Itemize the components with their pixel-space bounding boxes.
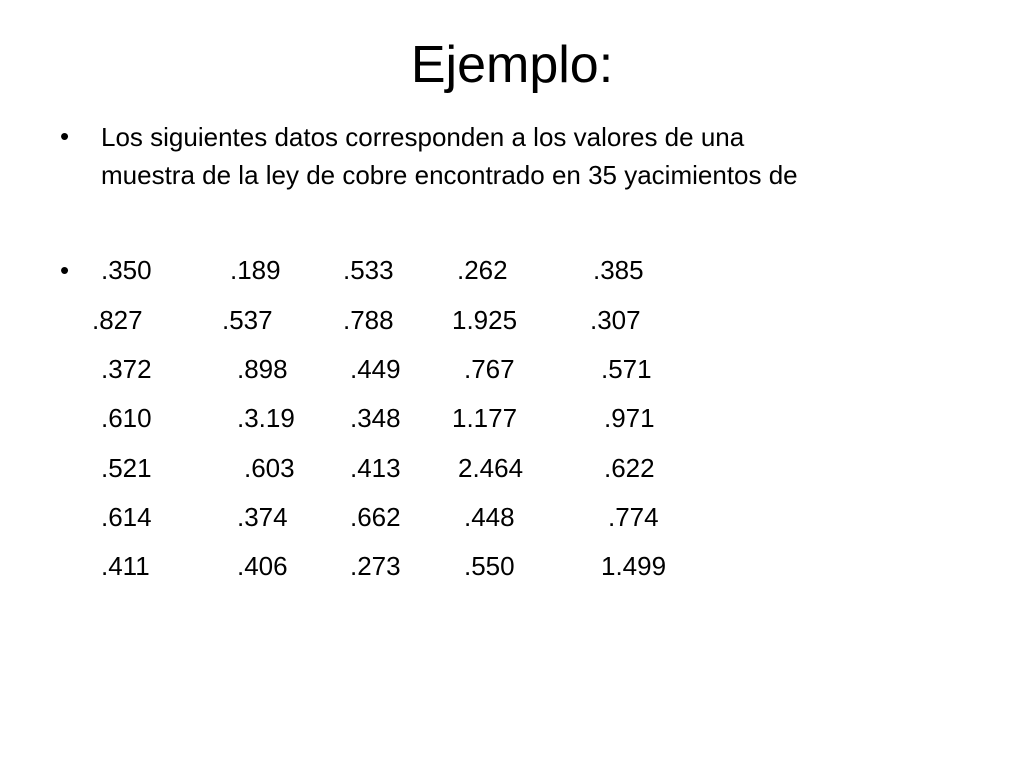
data-value: .767 [464, 354, 515, 384]
data-value: .537 [222, 305, 273, 335]
data-value: .350 [101, 255, 152, 285]
data-value: .533 [343, 255, 394, 285]
data-value: .571 [601, 354, 652, 384]
bullet-dot-1: • [60, 121, 70, 151]
data-value: .788 [343, 305, 394, 335]
data-value: .307 [590, 305, 641, 335]
data-value: .622 [604, 453, 655, 483]
data-value: .614 [101, 502, 152, 532]
data-value: .406 [237, 551, 288, 581]
data-value: .411 [101, 551, 150, 581]
data-value: .774 [608, 502, 659, 532]
data-value: .273 [350, 551, 401, 581]
data-value: .603 [244, 453, 295, 483]
data-value: .189 [230, 255, 281, 285]
data-value: .385 [593, 255, 644, 285]
data-value: .662 [350, 502, 401, 532]
data-value: .610 [101, 403, 152, 433]
data-value: 1.177 [452, 403, 518, 433]
data-value: .262 [457, 255, 508, 285]
data-value: .448 [464, 502, 515, 532]
data-value: 1.499 [601, 551, 667, 581]
data-value: .3.19 [237, 403, 295, 433]
description-paragraph: Los siguientes datos corresponden a los … [101, 122, 798, 190]
data-value: .521 [101, 453, 152, 483]
data-value: .827 [92, 305, 143, 335]
data-value: .550 [464, 551, 515, 581]
bullet-dot-2: • [60, 255, 70, 285]
data-value: .372 [101, 354, 152, 384]
data-value: .413 [350, 453, 401, 483]
data-value: 1.925 [452, 305, 518, 335]
data-value: .971 [604, 403, 655, 433]
data-value: .374 [237, 502, 288, 532]
data-value: 2.464 [458, 453, 524, 483]
data-value: .449 [350, 354, 401, 384]
data-value: .348 [350, 403, 401, 433]
slide-title: Ejemplo: [410, 36, 614, 94]
data-value: .898 [237, 354, 288, 384]
